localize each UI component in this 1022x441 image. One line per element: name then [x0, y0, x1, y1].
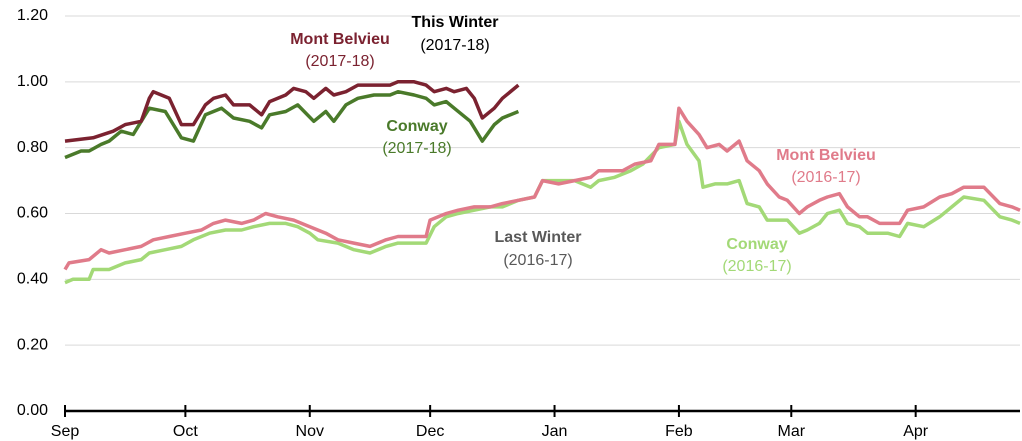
x-tick-label: Oct	[173, 423, 198, 440]
series-label: Conway	[726, 236, 787, 253]
series-line	[64, 119, 1021, 285]
y-tick-label: 1.20	[17, 7, 48, 24]
series-period: (2017-18)	[305, 53, 374, 70]
x-tick-label: Jan	[542, 423, 568, 440]
series-label: Mont Belvieu	[290, 31, 390, 48]
series-line	[63, 106, 1021, 271]
series-period: (2017-18)	[382, 140, 451, 157]
y-tick-label: 0.60	[17, 205, 48, 222]
x-tick-label: Nov	[296, 423, 324, 440]
series-period: (2016-17)	[722, 258, 791, 275]
y-tick-label: 0.20	[17, 336, 48, 353]
y-tick-label: 0.00	[17, 402, 48, 419]
x-tick-label: Dec	[416, 423, 444, 440]
x-tick-label: Sep	[51, 423, 80, 440]
series-period: (2016-17)	[791, 169, 860, 186]
x-tick-label: Feb	[665, 423, 693, 440]
x-tick-label: Mar	[778, 423, 806, 440]
series-line	[64, 80, 520, 143]
x-tick-label: Apr	[903, 423, 929, 440]
annotation: Last Winter	[495, 229, 582, 246]
annotation-period: (2016-17)	[503, 252, 572, 269]
series-label: Conway	[386, 118, 447, 135]
y-tick-label: 0.80	[17, 139, 48, 156]
y-tick-label: 1.00	[17, 73, 48, 90]
series-label: Mont Belvieu	[776, 147, 876, 164]
series-line	[64, 89, 520, 160]
y-tick-label: 0.40	[17, 271, 48, 288]
annotation: This Winter	[412, 14, 499, 31]
annotation-period: (2017-18)	[420, 37, 489, 54]
